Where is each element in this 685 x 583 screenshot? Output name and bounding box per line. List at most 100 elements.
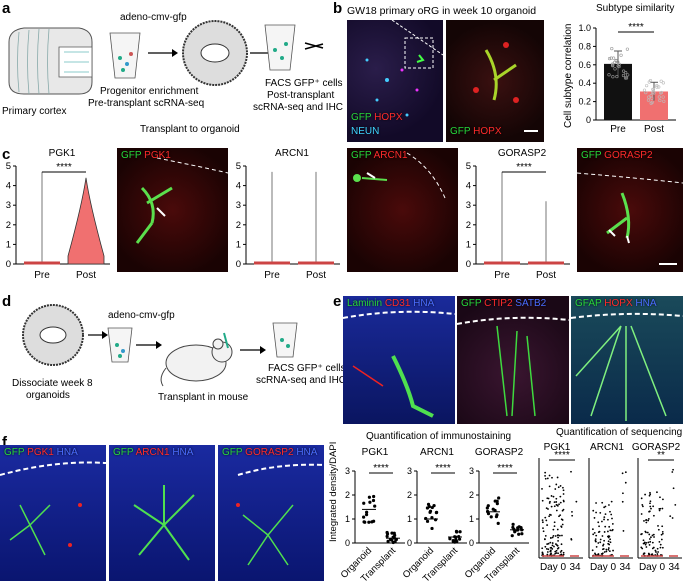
data-point	[660, 533, 663, 536]
data-point	[557, 547, 560, 549]
data-point	[544, 545, 547, 548]
data-point	[545, 547, 548, 550]
data-point	[624, 481, 627, 484]
data-point	[391, 540, 395, 545]
data-point	[551, 536, 554, 539]
y-tick-label: 4	[236, 181, 241, 192]
y-tick-label: 0.4	[578, 78, 591, 88]
data-point	[552, 528, 555, 531]
data-point	[645, 84, 649, 88]
data-point	[371, 498, 376, 503]
e-image-1: Laminin CD31 HNA	[343, 296, 455, 424]
panel-d-label: d	[2, 293, 12, 310]
data-point	[657, 525, 659, 527]
data-point	[544, 477, 547, 480]
data-point	[598, 525, 600, 528]
data-point	[593, 532, 596, 534]
data-point	[643, 520, 645, 522]
data-point	[555, 501, 558, 503]
x-tick-label: Post	[76, 270, 96, 281]
gorasp2-img-marker: GORASP2	[604, 150, 653, 161]
panel-b-title: GW18 primary oRG in week 10 organoid	[347, 5, 537, 17]
data-point	[616, 64, 620, 68]
y-tick-label: 0	[586, 115, 591, 125]
data-point	[672, 468, 674, 471]
data-point	[562, 508, 565, 511]
data-point	[486, 504, 490, 508]
data-point	[645, 521, 648, 524]
data-point	[428, 509, 433, 513]
data-point	[591, 549, 594, 552]
data-point	[611, 75, 615, 79]
data-point	[624, 76, 629, 80]
pgk1-img-marker: PGK1	[144, 150, 171, 161]
data-point	[546, 551, 549, 553]
data-point	[622, 492, 624, 495]
data-point	[643, 552, 646, 555]
data-point	[648, 494, 651, 497]
significance-label: **	[657, 450, 665, 461]
e-image-3: GFAP HOPX HNA	[571, 296, 683, 424]
e-image-2: GFP CTIP2 SATB2	[457, 296, 569, 424]
panel-f-label: f	[2, 434, 7, 451]
data-point	[611, 529, 613, 532]
e1-label-c: HNA	[413, 298, 435, 309]
data-point	[643, 541, 646, 544]
d-facs-text-1: FACS GFP⁺ cells	[268, 363, 346, 374]
data-point	[550, 495, 553, 497]
chart-title: PGK1	[544, 442, 571, 453]
e2-label-b: CTIP2	[484, 298, 513, 309]
data-point	[562, 553, 565, 556]
data-point	[362, 501, 366, 505]
data-point	[608, 543, 611, 546]
data-point	[430, 505, 434, 510]
data-point	[547, 548, 550, 551]
data-point	[653, 536, 655, 538]
significance-label: ****	[516, 162, 532, 173]
e3-label-c: HNA	[635, 298, 657, 309]
y-tick-label: 0	[466, 259, 471, 270]
y-tick-label: 3	[466, 200, 471, 211]
data-point	[555, 549, 558, 552]
y-tick-label: 0	[6, 259, 11, 270]
data-point	[671, 517, 674, 519]
chart-title: ARCN1	[275, 148, 309, 159]
data-point	[551, 476, 553, 479]
chart-title: PGK1	[49, 148, 76, 159]
data-point	[651, 91, 655, 95]
data-point	[608, 525, 611, 528]
data-point	[649, 491, 651, 494]
data-point	[546, 524, 549, 526]
data-point	[599, 541, 602, 544]
f-image-2: GFP ARCN1 HNA	[109, 445, 215, 581]
pgk1-image: GFP PGK1	[117, 148, 228, 272]
data-point	[661, 546, 664, 549]
chart-title: GORASP2	[632, 442, 681, 453]
data-point	[658, 540, 661, 543]
data-point	[609, 538, 612, 541]
subtype-bar-chart: 0 0.2 0.4 0.6 0.8 1.0 Pre Post ****	[578, 22, 676, 135]
y-tick-label: 2	[469, 490, 474, 500]
data-point	[650, 507, 652, 510]
x-tick-label: Post	[306, 270, 326, 281]
data-point	[647, 519, 650, 522]
data-point	[641, 547, 644, 550]
data-point	[570, 538, 573, 541]
data-point	[610, 513, 613, 516]
data-point	[647, 80, 651, 84]
data-point	[656, 491, 658, 494]
data-point	[544, 474, 546, 477]
data-point	[650, 536, 652, 539]
arrow	[240, 346, 266, 354]
data-point	[662, 498, 664, 501]
data-point	[430, 515, 434, 520]
data-point	[603, 506, 606, 509]
data-point	[621, 500, 624, 503]
data-point	[645, 519, 647, 522]
data-point	[560, 553, 563, 556]
y-tick-label: 0	[236, 259, 241, 270]
data-point	[557, 536, 559, 539]
data-point	[555, 483, 558, 486]
data-point	[607, 548, 610, 551]
